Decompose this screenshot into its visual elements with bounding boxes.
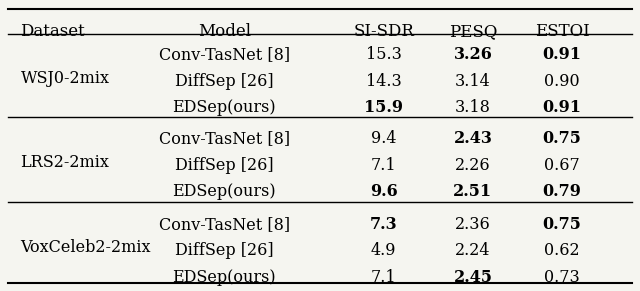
Text: 0.73: 0.73 [544, 269, 580, 286]
Text: 0.79: 0.79 [543, 183, 582, 200]
Text: 7.1: 7.1 [371, 157, 397, 174]
Text: Conv-TasNet [8]: Conv-TasNet [8] [159, 46, 290, 63]
Text: PESQ: PESQ [449, 23, 497, 40]
Text: 15.3: 15.3 [366, 46, 402, 63]
Text: DiffSep [26]: DiffSep [26] [175, 157, 274, 174]
Text: SI-SDR: SI-SDR [353, 23, 414, 40]
Text: ESTOI: ESTOI [535, 23, 589, 40]
Text: 0.91: 0.91 [543, 99, 582, 116]
Text: 2.43: 2.43 [454, 130, 492, 148]
Text: 3.26: 3.26 [454, 46, 492, 63]
Text: DiffSep [26]: DiffSep [26] [175, 242, 274, 259]
Text: 0.67: 0.67 [544, 157, 580, 174]
Text: 7.1: 7.1 [371, 269, 397, 286]
Text: 2.36: 2.36 [455, 216, 491, 233]
Text: 7.3: 7.3 [370, 216, 397, 233]
Text: 9.4: 9.4 [371, 130, 396, 148]
Text: 2.45: 2.45 [453, 269, 492, 286]
Text: 0.75: 0.75 [543, 216, 582, 233]
Text: WSJ0-2mix: WSJ0-2mix [20, 70, 109, 87]
Text: 2.24: 2.24 [455, 242, 491, 259]
Text: LRS2-2mix: LRS2-2mix [20, 154, 109, 171]
Text: VoxCeleb2-2mix: VoxCeleb2-2mix [20, 239, 151, 256]
Text: 2.26: 2.26 [455, 157, 491, 174]
Text: 3.14: 3.14 [455, 73, 491, 90]
Text: 3.18: 3.18 [455, 99, 491, 116]
Text: EDSep(ours): EDSep(ours) [173, 99, 276, 116]
Text: Model: Model [198, 23, 251, 40]
Text: 0.62: 0.62 [545, 242, 580, 259]
Text: Conv-TasNet [8]: Conv-TasNet [8] [159, 216, 290, 233]
Text: 4.9: 4.9 [371, 242, 396, 259]
Text: Conv-TasNet [8]: Conv-TasNet [8] [159, 130, 290, 148]
Text: EDSep(ours): EDSep(ours) [173, 183, 276, 200]
Text: 15.9: 15.9 [364, 99, 403, 116]
Text: 0.75: 0.75 [543, 130, 582, 148]
Text: 9.6: 9.6 [370, 183, 397, 200]
Text: 2.51: 2.51 [453, 183, 493, 200]
Text: 14.3: 14.3 [366, 73, 401, 90]
Text: 0.91: 0.91 [543, 46, 582, 63]
Text: 0.90: 0.90 [545, 73, 580, 90]
Text: EDSep(ours): EDSep(ours) [173, 269, 276, 286]
Text: Dataset: Dataset [20, 23, 85, 40]
Text: DiffSep [26]: DiffSep [26] [175, 73, 274, 90]
